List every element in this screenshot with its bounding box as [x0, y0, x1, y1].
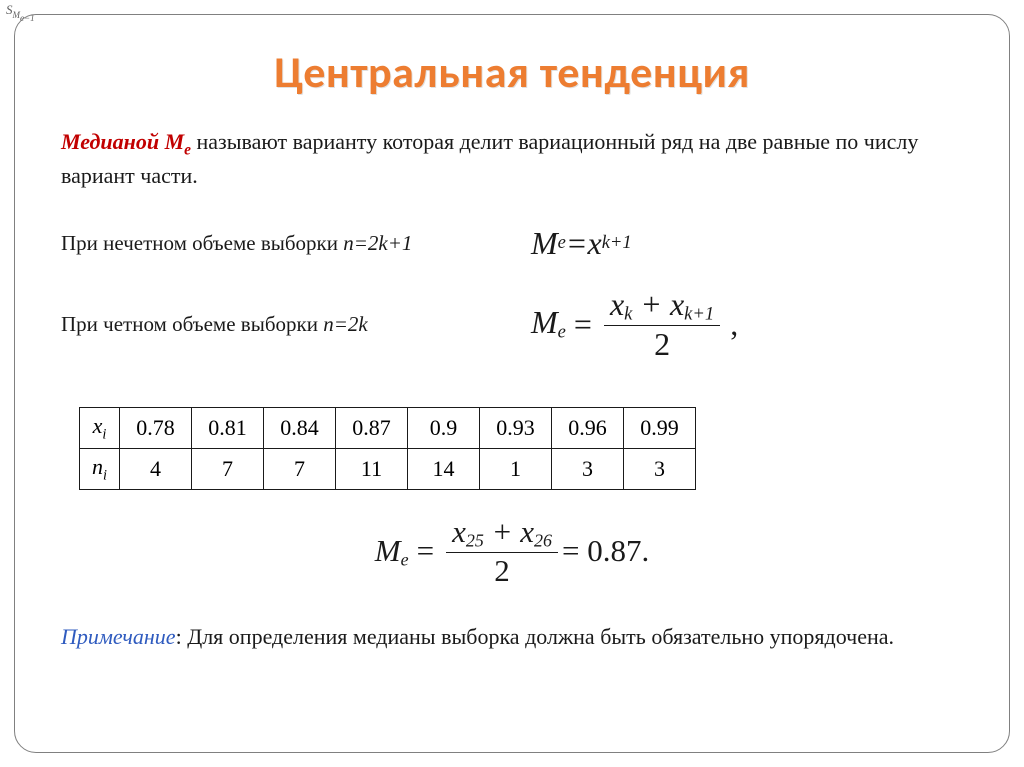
table-cell: 7	[264, 449, 336, 490]
table-cell: 4	[120, 449, 192, 490]
table-cell: 0.99	[624, 407, 696, 448]
table-cell: 0.81	[192, 407, 264, 448]
table-cell: 7	[192, 449, 264, 490]
slide-frame: Центральная тенденция Медианой Me называ…	[14, 14, 1010, 753]
table-head-x: xi	[80, 407, 120, 448]
table-cell: 11	[336, 449, 408, 490]
table-cell: 0.9	[408, 407, 480, 448]
page-title: Центральная тенденция	[61, 45, 963, 99]
note-label: Примечание	[61, 624, 176, 649]
table-cell: 0.87	[336, 407, 408, 448]
note-text: : Для определения медианы выборка должна…	[176, 624, 894, 649]
table-cell: 1	[480, 449, 552, 490]
table-row-n: ni 4 7 7 11 14 1 3 3	[80, 449, 696, 490]
table-cell: 0.93	[480, 407, 552, 448]
even-case-formula: Me = xk + xk+1 2 ,	[531, 286, 738, 363]
table-cell: 3	[624, 449, 696, 490]
definition-paragraph: Медианой Me называют варианту которая де…	[61, 127, 963, 191]
even-case-text: При четном объеме выборки n=2k	[61, 312, 481, 337]
even-case-row: При четном объеме выборки n=2k Me = xk +…	[61, 286, 963, 363]
data-table: xi 0.78 0.81 0.84 0.87 0.9 0.93 0.96 0.9…	[79, 407, 696, 491]
note-paragraph: Примечание: Для определения медианы выбо…	[61, 622, 963, 652]
table-cell: 3	[552, 449, 624, 490]
table-cell: 0.96	[552, 407, 624, 448]
odd-case-formula: Me=xk+1	[531, 225, 632, 262]
definition-symbol: Me	[165, 129, 191, 154]
table-cell: 0.84	[264, 407, 336, 448]
odd-case-text: При нечетном объеме выборки n=2k+1	[61, 231, 481, 256]
table-head-n: ni	[80, 449, 120, 490]
table-cell: 0.78	[120, 407, 192, 448]
definition-term: Медианой	[61, 129, 159, 154]
example-formula: Me = x25 + x26 2 = 0.87.	[61, 514, 963, 588]
table-row-x: xi 0.78 0.81 0.84 0.87 0.9 0.93 0.96 0.9…	[80, 407, 696, 448]
table-cell: 14	[408, 449, 480, 490]
odd-case-row: При нечетном объеме выборки n=2k+1 Me=xk…	[61, 225, 963, 262]
